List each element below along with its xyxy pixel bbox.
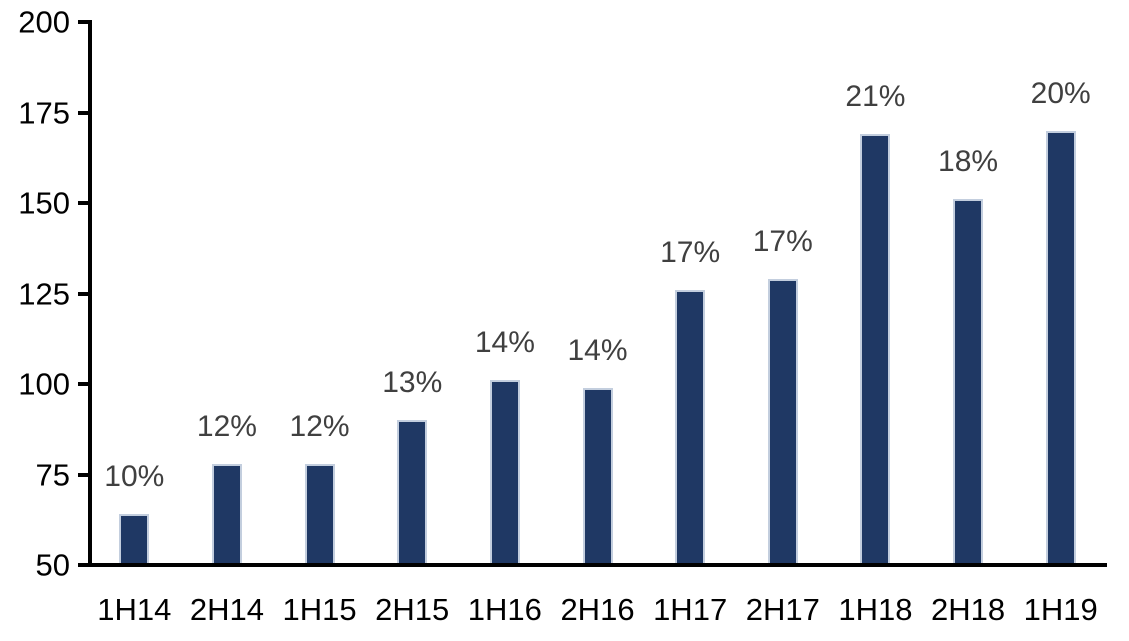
data-label: 10% <box>104 460 165 494</box>
data-label: 20% <box>1030 76 1091 110</box>
x-axis-label: 1H17 <box>653 592 728 627</box>
y-axis-tick-label: 50 <box>35 547 70 583</box>
y-axis-tick-label: 175 <box>18 95 70 130</box>
x-axis-label: 2H17 <box>745 592 820 627</box>
y-axis-line <box>88 22 92 567</box>
bar-1H19 <box>1045 130 1076 565</box>
y-axis-tick-mark <box>78 20 92 24</box>
x-axis-label: 2H14 <box>189 592 265 627</box>
y-axis-tick-mark <box>78 110 92 115</box>
y-axis-tick-label: 150 <box>18 185 70 221</box>
x-axis-line <box>78 563 1107 567</box>
x-axis-label: 1H19 <box>1023 592 1098 627</box>
data-label: 13% <box>382 366 443 400</box>
y-axis-tick-label: 75 <box>35 457 70 492</box>
bar-2H15 <box>397 420 428 565</box>
data-label: 14% <box>474 326 535 360</box>
bar-2H14 <box>211 463 242 565</box>
data-label: 18% <box>938 145 999 179</box>
y-axis-tick-label: 125 <box>18 276 70 311</box>
data-label: 12% <box>196 409 257 443</box>
x-axis-label: 1H18 <box>838 592 913 627</box>
x-axis-label: 2H15 <box>375 592 450 627</box>
bar-1H16 <box>489 380 520 565</box>
data-label: 17% <box>660 235 721 269</box>
x-axis-label: 2H18 <box>930 592 1006 627</box>
bar-2H16 <box>582 387 613 565</box>
data-label: 21% <box>845 80 906 114</box>
y-axis-tick-mark <box>78 382 92 386</box>
bar-1H17 <box>675 289 706 565</box>
x-axis-label: 1H16 <box>467 592 542 627</box>
x-axis-label: 1H15 <box>282 592 357 627</box>
y-axis-tick-mark <box>78 201 92 205</box>
x-axis-label: 2H16 <box>560 592 635 627</box>
bar-1H14 <box>119 514 150 565</box>
y-axis-tick-label: 100 <box>18 366 70 402</box>
x-axis-label: 1H14 <box>97 592 172 627</box>
bar-1H18 <box>860 134 891 565</box>
bar-2H17 <box>767 279 798 565</box>
y-axis-tick-label: 200 <box>18 4 70 40</box>
data-label: 17% <box>752 225 813 259</box>
bar-1H15 <box>304 463 335 565</box>
y-axis-tick-mark <box>78 291 92 296</box>
y-axis-tick-mark <box>78 472 92 477</box>
data-label: 12% <box>289 409 350 443</box>
bar-2H18 <box>953 199 984 565</box>
data-label: 14% <box>567 333 628 367</box>
